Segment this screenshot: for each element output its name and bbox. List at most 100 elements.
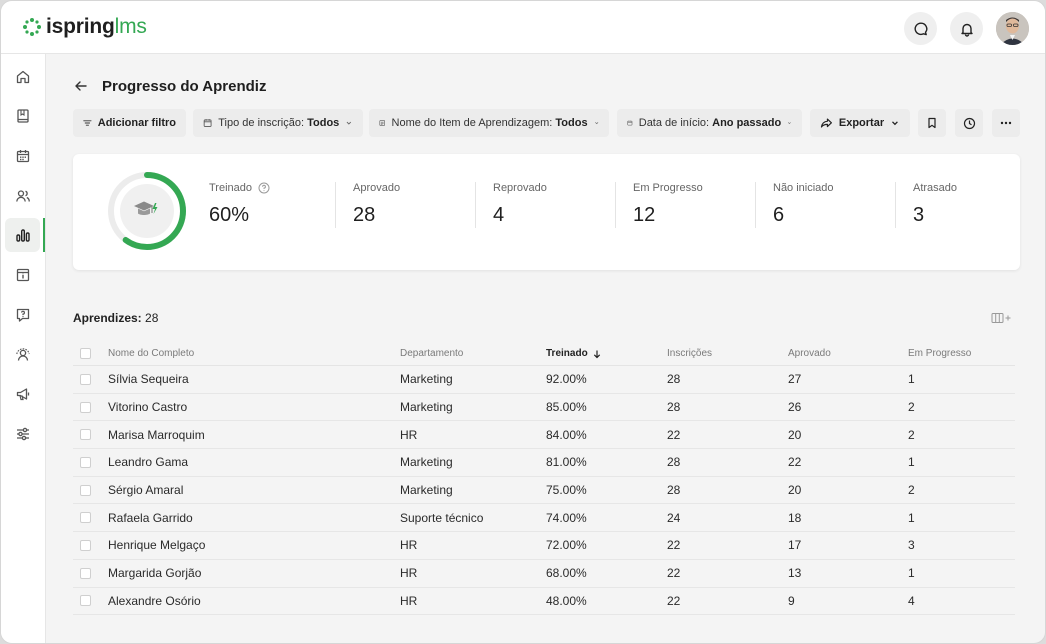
help-circle-icon[interactable] <box>258 182 270 194</box>
cell-name: Leandro Gama <box>108 455 189 470</box>
cell-name: Rafaela Garrido <box>108 510 193 525</box>
cell-enrollments: 28 <box>667 455 681 470</box>
table-row[interactable]: Henrique Melgaço HR 72.00% 22 17 3 <box>73 532 1015 560</box>
cell-trained: 92.00% <box>546 372 587 387</box>
table-row[interactable]: Alexandre Osório HR 48.00% 22 9 4 <box>73 588 1015 616</box>
back-arrow-icon[interactable] <box>73 78 89 94</box>
table-row[interactable]: Vitorino Castro Marketing 85.00% 28 26 2 <box>73 394 1015 422</box>
sliders-icon <box>16 427 29 441</box>
sidebar-item-quiz[interactable] <box>5 298 40 332</box>
planner-icon <box>16 268 29 282</box>
cell-trained: 81.00% <box>546 455 587 470</box>
stat-not-started: Não iniciado 6 <box>773 182 834 227</box>
enrollment-type-filter[interactable]: Tipo de inscrição: Todos <box>193 109 363 137</box>
cell-name: Henrique Melgaço <box>108 538 206 553</box>
stat-approved-value: 28 <box>353 204 376 226</box>
schedule-button[interactable] <box>955 109 983 137</box>
table-row[interactable]: Marisa Marroquim HR 84.00% 22 20 2 <box>73 421 1015 450</box>
list-icon <box>379 120 385 126</box>
start-date-filter[interactable]: Data de início: Ano passado <box>617 109 802 137</box>
sort-down-icon <box>593 350 600 358</box>
cell-enrollments: 22 <box>667 427 681 442</box>
learning-item-filter[interactable]: Nome do Item de Aprendizagem: Todos <box>369 109 609 137</box>
bell-icon <box>960 23 973 37</box>
clock-icon <box>963 117 975 129</box>
columns-add-icon <box>991 313 1011 323</box>
cell-department: Marketing <box>400 455 453 470</box>
sidebar-item-reports[interactable] <box>5 218 45 252</box>
column-header-enrollments[interactable]: Inscrições <box>667 348 713 359</box>
row-checkbox[interactable] <box>80 373 91 385</box>
table-row[interactable]: Margarida Gorjão HR 68.00% 22 13 1 <box>73 560 1015 588</box>
cell-enrollments: 28 <box>667 400 681 415</box>
sidebar-item-calendar[interactable] <box>5 139 40 173</box>
cell-department: HR <box>400 427 418 442</box>
export-button[interactable]: Exportar <box>810 109 910 137</box>
notifications-button[interactable] <box>950 12 983 45</box>
sidebar-item-settings[interactable] <box>5 417 40 451</box>
user-avatar[interactable] <box>996 12 1029 45</box>
table-row[interactable]: Sérgio Amaral Marketing 75.00% 28 20 2 <box>73 477 1015 505</box>
cell-trained: 74.00% <box>546 510 587 525</box>
row-checkbox[interactable] <box>80 429 91 441</box>
cell-trained: 72.00% <box>546 538 587 553</box>
column-header-trained[interactable]: Treinado <box>546 342 602 365</box>
sidebar-item-home[interactable] <box>5 60 40 94</box>
cell-department: Suporte técnico <box>400 510 484 525</box>
table-row[interactable]: Rafaela Garrido Suporte técnico 74.00% 24 18… <box>73 504 1015 533</box>
row-checkbox[interactable] <box>80 484 91 496</box>
column-header-department[interactable]: Departamento <box>400 348 464 359</box>
learning-item-filter-label: Nome do Item de Aprendizagem: <box>391 117 553 129</box>
cell-in-progress: 1 <box>908 455 915 470</box>
column-header-approved[interactable]: Aprovado <box>788 348 831 359</box>
cell-enrollments: 22 <box>667 538 681 553</box>
cell-approved: 26 <box>788 400 802 415</box>
bookmark-icon <box>928 117 936 129</box>
table-row[interactable]: Sílvia Sequeira Marketing 92.00% 28 27 1 <box>73 366 1015 394</box>
cell-approved: 9 <box>788 593 795 608</box>
row-checkbox[interactable] <box>80 539 91 551</box>
sidebar-item-announcements[interactable] <box>5 377 40 411</box>
cell-name: Sérgio Amaral <box>108 483 184 498</box>
row-checkbox[interactable] <box>80 567 91 579</box>
cell-department: Marketing <box>400 483 453 498</box>
sidebar <box>1 54 46 643</box>
column-header-in-progress[interactable]: Em Progresso <box>908 348 972 359</box>
bookmark-button[interactable] <box>918 109 946 137</box>
cell-trained: 68.00% <box>546 566 587 581</box>
chevron-down-icon <box>346 121 352 125</box>
sidebar-item-users[interactable] <box>5 179 40 213</box>
row-checkbox[interactable] <box>80 401 91 413</box>
sidebar-item-content[interactable] <box>5 99 40 133</box>
graduation-cap-icon <box>134 201 158 215</box>
share-arrow-icon <box>820 118 832 128</box>
cell-approved: 18 <box>788 510 802 525</box>
stat-not-started-label: Não iniciado <box>773 182 834 194</box>
add-filter-button[interactable]: Adicionar filtro <box>73 109 186 137</box>
row-checkbox[interactable] <box>80 456 91 468</box>
stat-trained-value: 60% <box>209 204 250 226</box>
add-filter-label: Adicionar filtro <box>97 117 176 129</box>
sidebar-item-planner[interactable] <box>5 258 40 292</box>
cell-enrollments: 22 <box>667 566 681 581</box>
stat-failed: Reprovado 4 <box>493 182 547 227</box>
cell-approved: 27 <box>788 372 802 387</box>
logo-product: lms <box>114 15 147 38</box>
stat-not-started-value: 6 <box>773 204 785 226</box>
row-checkbox[interactable] <box>80 595 91 607</box>
cell-in-progress: 4 <box>908 593 915 608</box>
column-header-name[interactable]: Nome do Completo <box>108 348 195 359</box>
select-all-checkbox[interactable] <box>80 348 91 359</box>
table-row[interactable]: Leandro Gama Marketing 81.00% 28 22 1 <box>73 449 1015 477</box>
learners-count: Aprendizes: 28 <box>73 311 158 325</box>
column-settings-button[interactable] <box>991 311 1013 329</box>
chat-button[interactable] <box>904 12 937 45</box>
cell-name: Margarida Gorjão <box>108 566 202 581</box>
logo[interactable]: ispringlms <box>22 15 147 39</box>
sidebar-item-roles[interactable] <box>5 338 40 372</box>
stat-approved: Aprovado 28 <box>353 182 400 227</box>
more-button[interactable] <box>992 109 1020 137</box>
row-checkbox[interactable] <box>80 512 91 524</box>
cell-department: HR <box>400 566 418 581</box>
more-dots-icon <box>1000 121 1012 125</box>
